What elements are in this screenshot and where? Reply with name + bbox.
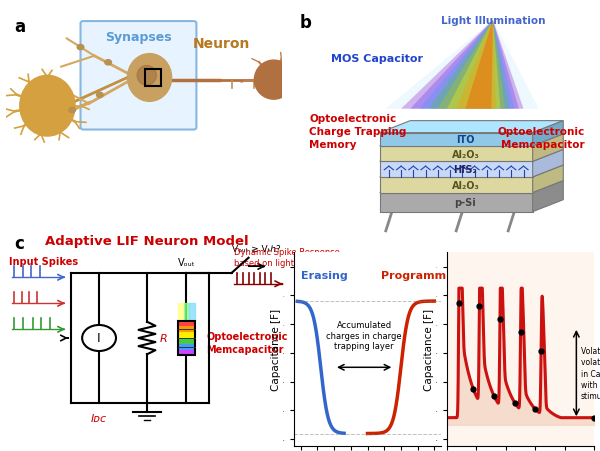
Bar: [178, 321, 195, 327]
Text: Vₒᵤₜ: Vₒᵤₜ: [178, 258, 196, 268]
Ellipse shape: [127, 55, 172, 102]
Text: Optoelectronic
Memcapacitor: Optoelectronic Memcapacitor: [206, 331, 288, 354]
Polygon shape: [419, 21, 514, 110]
FancyBboxPatch shape: [80, 22, 196, 130]
Circle shape: [105, 60, 112, 66]
Bar: [178, 338, 195, 344]
Bar: [178, 332, 195, 338]
Polygon shape: [428, 21, 510, 110]
Circle shape: [82, 325, 116, 351]
Text: c: c: [14, 235, 25, 252]
Text: Al₂O₃: Al₂O₃: [451, 149, 479, 159]
Bar: [145, 69, 161, 87]
Ellipse shape: [254, 61, 293, 100]
Ellipse shape: [20, 76, 75, 137]
Polygon shape: [533, 121, 563, 147]
Polygon shape: [380, 178, 533, 193]
Polygon shape: [380, 121, 563, 133]
Text: R: R: [160, 333, 167, 343]
Text: Iᴅᴄ: Iᴅᴄ: [91, 413, 107, 423]
Bar: [178, 327, 195, 332]
Text: Synapses: Synapses: [105, 31, 172, 44]
Polygon shape: [380, 166, 563, 178]
Text: Erasing: Erasing: [301, 271, 347, 281]
Polygon shape: [380, 134, 563, 147]
Text: p-Si: p-Si: [454, 198, 476, 207]
Polygon shape: [447, 21, 500, 110]
Polygon shape: [456, 21, 496, 110]
Text: Accumulated
charges in charge
trapping layer: Accumulated charges in charge trapping l…: [326, 321, 402, 350]
Polygon shape: [386, 21, 539, 110]
Circle shape: [77, 46, 84, 51]
Text: Input Spikes: Input Spikes: [9, 257, 78, 267]
Text: Light Illumination: Light Illumination: [440, 16, 545, 26]
Bar: [178, 321, 195, 355]
Polygon shape: [533, 166, 563, 193]
Text: Adaptive LIF Neuron Model: Adaptive LIF Neuron Model: [45, 235, 249, 247]
Circle shape: [97, 93, 103, 98]
Polygon shape: [380, 193, 533, 212]
Y-axis label: Capacitance [F]: Capacitance [F]: [424, 308, 434, 391]
Polygon shape: [380, 147, 533, 162]
Text: HfS₂: HfS₂: [454, 165, 477, 175]
Polygon shape: [533, 134, 563, 162]
Text: Programming: Programming: [381, 271, 466, 281]
Text: MOS Capacitor: MOS Capacitor: [331, 54, 423, 64]
Ellipse shape: [137, 66, 157, 86]
Text: Dynamic Spike Response
based on light illumination: Dynamic Spike Response based on light il…: [235, 247, 347, 267]
Polygon shape: [380, 150, 563, 162]
Text: Al₂O₃: Al₂O₃: [451, 180, 479, 190]
Text: Vₒᵤₜ ≥ Vₜℎ?: Vₒᵤₜ ≥ Vₜℎ?: [232, 245, 280, 254]
Polygon shape: [533, 181, 563, 212]
Text: Volatile to Non-
volatile Change
in Capacitance
with light
stimuli: Volatile to Non- volatile Change in Capa…: [581, 346, 600, 400]
Polygon shape: [438, 21, 505, 110]
Text: Neuron: Neuron: [193, 37, 250, 51]
Polygon shape: [380, 181, 563, 193]
Text: Optoelectronic
Charge Trapping
Memory: Optoelectronic Charge Trapping Memory: [310, 113, 407, 150]
Bar: [178, 344, 195, 350]
Polygon shape: [533, 150, 563, 178]
Polygon shape: [380, 133, 533, 147]
Text: a: a: [14, 18, 25, 36]
Polygon shape: [410, 21, 519, 110]
Text: b: b: [300, 14, 312, 32]
Circle shape: [69, 108, 76, 113]
Text: I: I: [97, 332, 101, 345]
Polygon shape: [380, 162, 533, 178]
Polygon shape: [466, 21, 493, 110]
Text: ITO: ITO: [456, 135, 475, 145]
Text: Optoelectronic
Memcapacitor: Optoelectronic Memcapacitor: [497, 126, 585, 150]
Bar: [178, 350, 195, 355]
Y-axis label: Capacitance [F]: Capacitance [F]: [271, 308, 281, 391]
Polygon shape: [401, 21, 523, 110]
